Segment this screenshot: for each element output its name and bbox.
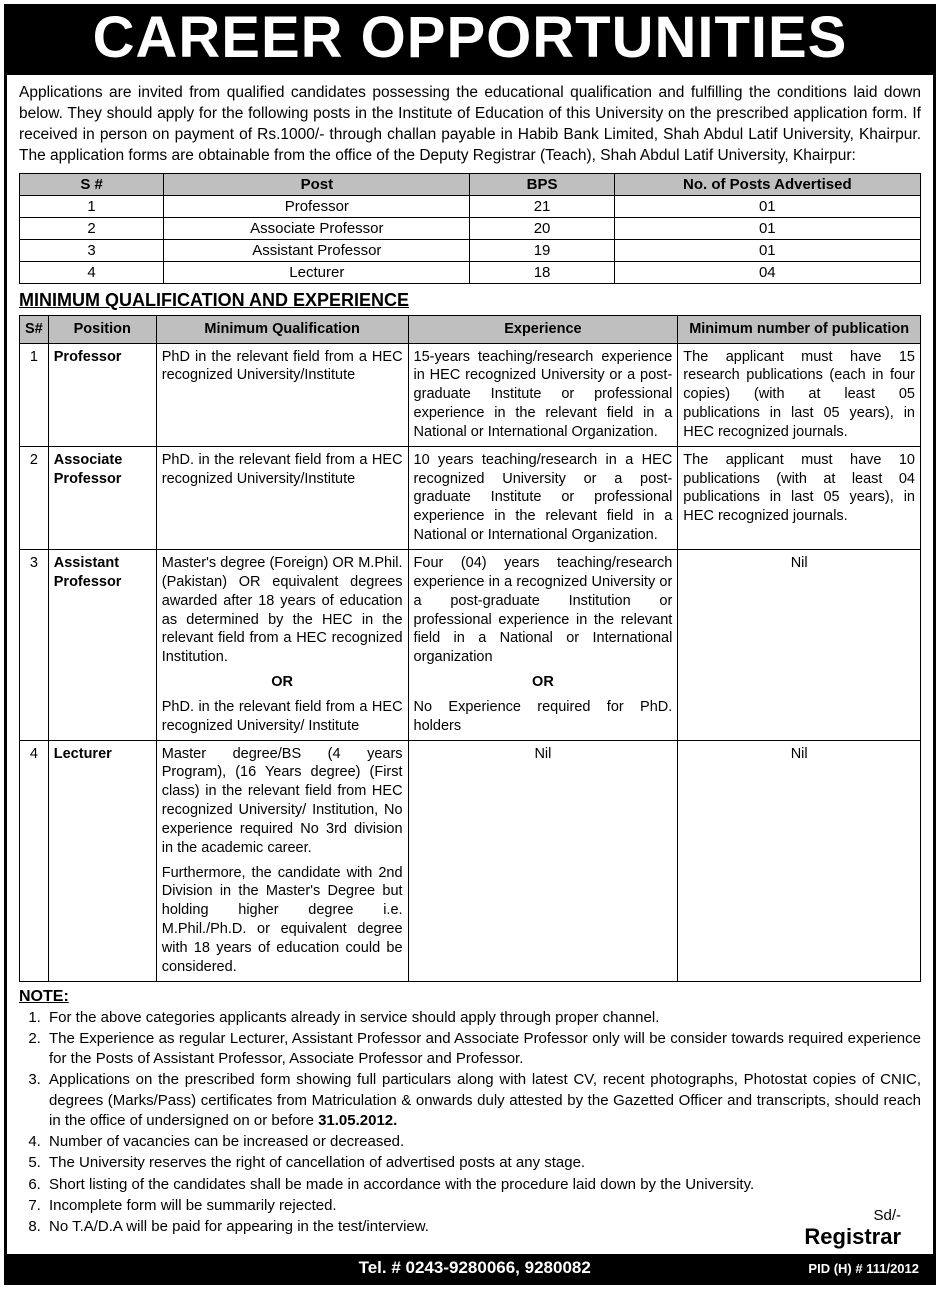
note-item: Number of vacancies can be increased or …: [45, 1132, 921, 1152]
qual-tbody: 1 Professor PhD in the relevant field fr…: [20, 343, 921, 981]
page-title: CAREER OPPORTUNITIES: [7, 9, 933, 67]
table-header-row: S# Position Minimum Qualification Experi…: [20, 315, 921, 343]
cell-minqual: PhD. in the relevant field from a HEC re…: [156, 446, 408, 549]
cell-pubs: The applicant must have 10 publications …: [678, 446, 921, 549]
cell-sno: 3: [20, 549, 49, 740]
header-bar: CAREER OPPORTUNITIES: [7, 7, 933, 75]
cell-minqual: Master's degree (Foreign) OR M.Phil. (Pa…: [156, 549, 408, 740]
minqual-or: OR: [162, 673, 403, 692]
cell-minqual: Master degree/BS (4 years Program), (16 …: [156, 740, 408, 981]
intro-paragraph: Applications are invited from qualified …: [19, 83, 921, 167]
cell-sno: 4: [20, 740, 49, 981]
cell-experience: 10 years teaching/research in a HEC reco…: [408, 446, 678, 549]
qualification-heading: MINIMUM QUALIFICATION AND EXPERIENCE: [19, 290, 921, 311]
cell-minqual: PhD in the relevant field from a HEC rec…: [156, 343, 408, 446]
table-row: 4 Lecturer 18 04: [20, 261, 921, 283]
cell-nposts: 01: [614, 239, 920, 261]
table-row: 4 Lecturer Master degree/BS (4 years Pro…: [20, 740, 921, 981]
col-sno: S #: [20, 173, 164, 195]
cell-sno: 2: [20, 217, 164, 239]
content-area: Applications are invited from qualified …: [7, 75, 933, 1250]
cell-experience: 15-years teaching/research experience in…: [408, 343, 678, 446]
experience-b: No Experience required for PhD. holders: [414, 698, 673, 736]
footer-tel: Tel. # 0243-9280066, 9280082: [141, 1258, 808, 1278]
cell-pubs: Nil: [678, 549, 921, 740]
table-row: 3 Assistant Professor 19 01: [20, 239, 921, 261]
notes-list: For the above categories applicants alre…: [19, 1008, 921, 1238]
col-pubs: Minimum number of publication: [678, 315, 921, 343]
table-row: 1 Professor PhD in the relevant field fr…: [20, 343, 921, 446]
cell-position: Lecturer: [48, 740, 156, 981]
cell-pubs: The applicant must have 15 research publ…: [678, 343, 921, 446]
cell-bps: 18: [470, 261, 614, 283]
note-item: The Experience as regular Lecturer, Assi…: [45, 1029, 921, 1070]
cell-nposts: 01: [614, 195, 920, 217]
cell-sno: 1: [20, 343, 49, 446]
minqual-a: Master's degree (Foreign) OR M.Phil. (Pa…: [162, 554, 403, 667]
cell-nposts: 01: [614, 217, 920, 239]
footer-pid: PID (H) # 111/2012: [808, 1261, 919, 1276]
col-post: Post: [164, 173, 470, 195]
footer-bar: Tel. # 0243-9280066, 9280082 PID (H) # 1…: [7, 1254, 933, 1282]
table-row: 2 Associate Professor 20 01: [20, 217, 921, 239]
cell-sno: 1: [20, 195, 164, 217]
cell-bps: 21: [470, 195, 614, 217]
table-header-row: S # Post BPS No. of Posts Advertised: [20, 173, 921, 195]
minqual-b: Furthermore, the candidate with 2nd Divi…: [162, 864, 403, 977]
minqual-a: Master degree/BS (4 years Program), (16 …: [162, 745, 403, 858]
cell-position: Associate Professor: [48, 446, 156, 549]
cell-experience: Four (04) years teaching/research experi…: [408, 549, 678, 740]
cell-bps: 19: [470, 239, 614, 261]
cell-sno: 2: [20, 446, 49, 549]
cell-nposts: 04: [614, 261, 920, 283]
cell-post: Professor: [164, 195, 470, 217]
note-item: Short listing of the candidates shall be…: [45, 1175, 921, 1195]
cell-sno: 3: [20, 239, 164, 261]
col-experience: Experience: [408, 315, 678, 343]
cell-post: Lecturer: [164, 261, 470, 283]
cell-post: Assistant Professor: [164, 239, 470, 261]
posts-table: S # Post BPS No. of Posts Advertised 1 P…: [19, 173, 921, 284]
note-item: Applications on the prescribed form show…: [45, 1070, 921, 1131]
cell-position: Professor: [48, 343, 156, 446]
experience-a: Four (04) years teaching/research experi…: [414, 554, 673, 667]
qualification-table: S# Position Minimum Qualification Experi…: [19, 315, 921, 982]
cell-bps: 20: [470, 217, 614, 239]
table-row: 3 Assistant Professor Master's degree (F…: [20, 549, 921, 740]
note-heading: NOTE:: [19, 988, 921, 1006]
cell-experience: Nil: [408, 740, 678, 981]
note-item: The University reserves the right of can…: [45, 1153, 921, 1173]
col-position: Position: [48, 315, 156, 343]
table-row: 1 Professor 21 01: [20, 195, 921, 217]
col-nposts: No. of Posts Advertised: [614, 173, 920, 195]
document-frame: CAREER OPPORTUNITIES Applications are in…: [4, 4, 936, 1285]
note-item: For the above categories applicants alre…: [45, 1008, 921, 1028]
col-minqual: Minimum Qualification: [156, 315, 408, 343]
cell-sno: 4: [20, 261, 164, 283]
col-bps: BPS: [470, 173, 614, 195]
cell-position: Assistant Professor: [48, 549, 156, 740]
minqual-b: PhD. in the relevant field from a HEC re…: [162, 698, 403, 736]
cell-post: Associate Professor: [164, 217, 470, 239]
cell-pubs: Nil: [678, 740, 921, 981]
posts-tbody: 1 Professor 21 01 2 Associate Professor …: [20, 195, 921, 283]
experience-or: OR: [414, 673, 673, 692]
col-sno: S#: [20, 315, 49, 343]
table-row: 2 Associate Professor PhD. in the releva…: [20, 446, 921, 549]
